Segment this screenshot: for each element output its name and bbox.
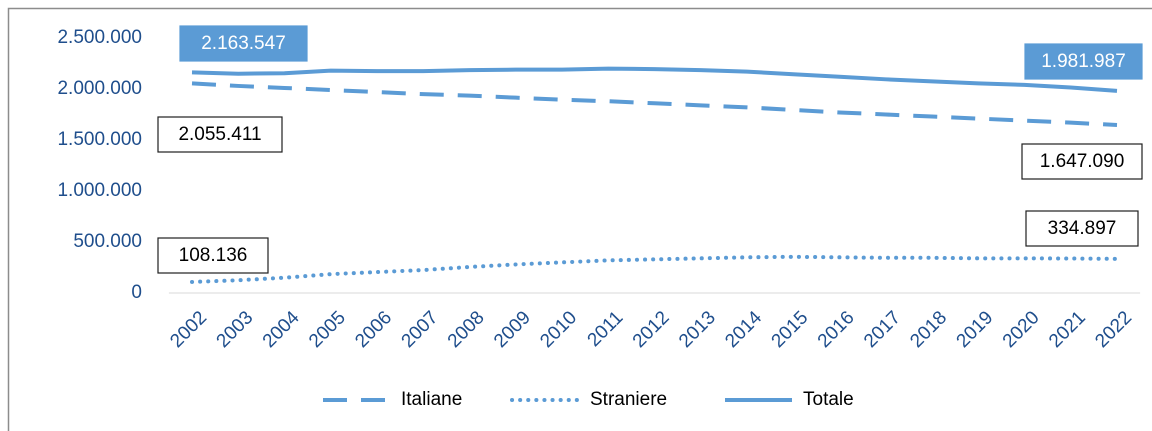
line-series — [191, 66, 1118, 93]
x-tick-label: 2016 — [814, 307, 859, 352]
x-tick-label: 2019 — [953, 307, 998, 352]
data-label: 1.647.090 — [1021, 143, 1143, 180]
x-tick-label: 2022 — [1091, 307, 1136, 352]
x-tick-label: 2014 — [721, 307, 766, 352]
x-tick-label: 2006 — [351, 307, 396, 352]
legend-label: Straniere — [590, 389, 667, 410]
data-label: 2.055.411 — [157, 116, 283, 153]
data-label-box — [1021, 143, 1143, 180]
x-tick-label: 2013 — [675, 307, 720, 352]
data-label: 108.136 — [157, 237, 269, 274]
x-tick-label: 2004 — [259, 307, 304, 352]
data-label: 2.163.547 — [179, 25, 308, 62]
x-tick-label: 2020 — [999, 307, 1044, 352]
legend-label: Totale — [803, 389, 854, 410]
x-tick-label: 2018 — [906, 307, 951, 352]
legend-label: Italiane — [401, 389, 462, 410]
x-tick-label: 2011 — [584, 307, 628, 351]
x-tick-label: 2007 — [398, 307, 443, 352]
x-tick-label: 2005 — [305, 307, 350, 352]
y-tick-label: 500.000 — [73, 231, 142, 252]
y-tick-label: 0 — [131, 282, 142, 303]
data-label-text: 1.981.987 — [1041, 51, 1126, 72]
x-tick-label: 2021 — [1045, 307, 1090, 352]
data-label-box — [1024, 43, 1143, 80]
data-label: 1.981.987 — [1024, 43, 1143, 80]
x-tick-label: 2010 — [536, 307, 581, 352]
x-tick-label: 2009 — [490, 307, 535, 352]
x-tick-label: 2003 — [213, 307, 258, 352]
data-label-box — [157, 116, 283, 153]
x-tick-label: 2017 — [860, 307, 905, 352]
y-tick-label: 1.000.000 — [57, 180, 142, 201]
data-label-text: 108.136 — [179, 245, 248, 266]
data-label-box — [157, 237, 269, 274]
line-series — [190, 254, 1119, 284]
line-series — [191, 81, 1118, 127]
data-label-text: 334.897 — [1048, 218, 1117, 239]
data-label-text: 1.647.090 — [1040, 151, 1125, 172]
data-label-text: 2.163.547 — [201, 33, 286, 54]
data-label: 334.897 — [1025, 210, 1139, 247]
frame — [7, 7, 1152, 431]
x-tick-label: 2002 — [166, 307, 211, 352]
data-label-box — [179, 25, 308, 62]
x-tick-label: 2008 — [444, 307, 489, 352]
y-tick-label: 2.500.000 — [57, 27, 142, 48]
data-label-box — [1025, 210, 1139, 247]
y-tick-label: 1.500.000 — [57, 129, 142, 150]
data-label-text: 2.055.411 — [178, 124, 261, 145]
y-tick-label: 2.000.000 — [57, 78, 142, 99]
x-tick-label: 2015 — [768, 307, 813, 352]
x-tick-label: 2012 — [629, 307, 674, 352]
